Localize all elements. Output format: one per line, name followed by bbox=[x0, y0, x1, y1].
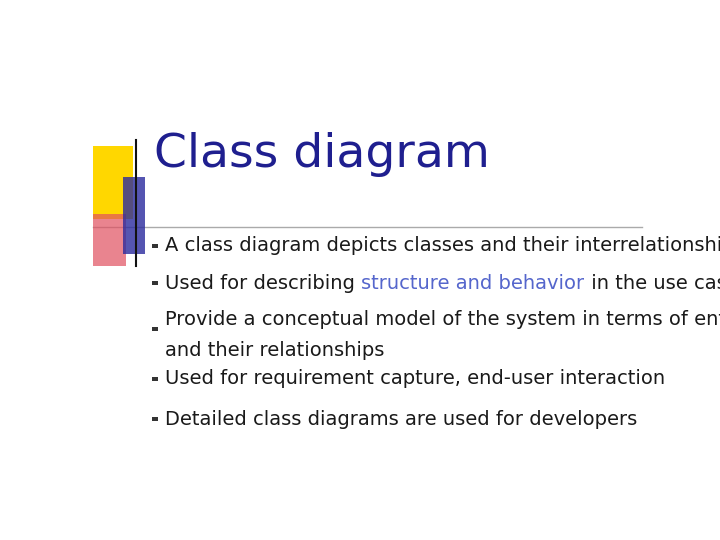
Text: Provide a conceptual model of the system in terms of entities: Provide a conceptual model of the system… bbox=[166, 310, 720, 329]
Text: Class diagram: Class diagram bbox=[154, 132, 490, 177]
Bar bbox=[153, 327, 158, 330]
Text: in the use cases: in the use cases bbox=[585, 274, 720, 293]
Bar bbox=[153, 281, 158, 285]
Bar bbox=[93, 214, 126, 266]
Text: and their relationships: and their relationships bbox=[166, 341, 384, 360]
Bar bbox=[153, 417, 158, 421]
Bar bbox=[153, 377, 158, 381]
Text: Used for describing: Used for describing bbox=[166, 274, 361, 293]
Text: Detailed class diagrams are used for developers: Detailed class diagrams are used for dev… bbox=[166, 409, 638, 429]
Text: Used for requirement capture, end-user interaction: Used for requirement capture, end-user i… bbox=[166, 369, 665, 388]
Bar bbox=[153, 244, 158, 247]
Bar bbox=[93, 146, 133, 219]
Text: A class diagram depicts classes and their interrelationships: A class diagram depicts classes and thei… bbox=[166, 236, 720, 255]
Text: structure and behavior: structure and behavior bbox=[361, 274, 585, 293]
Bar bbox=[124, 177, 145, 254]
